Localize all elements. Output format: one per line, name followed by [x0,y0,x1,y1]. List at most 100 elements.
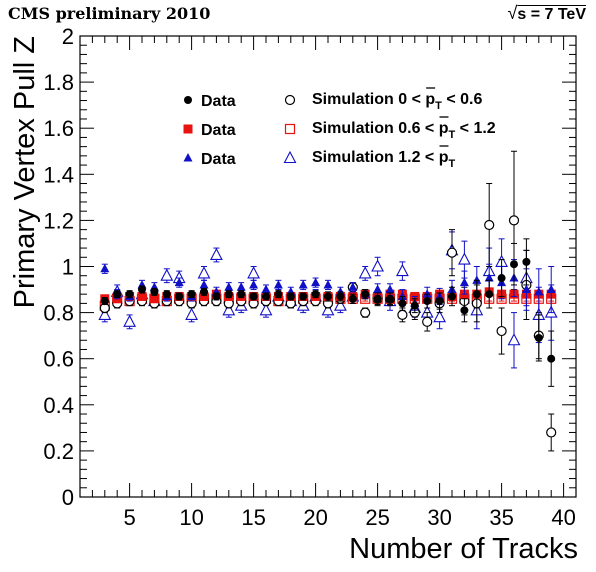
series-0 [100,238,556,387]
data-point [457,252,471,265]
data-point [321,303,335,316]
data-point [522,257,531,266]
data-point [138,285,146,294]
legend-marker-sim [283,150,297,164]
legend-marker-data [184,96,192,104]
sqrt-symbol: √ [507,3,518,23]
x-tick-label: 40 [551,505,575,530]
data-point [521,284,531,294]
x-axis-label: Number of Tracks [349,533,578,565]
data-point [273,279,283,289]
experiment-label: CMS preliminary 2010 [8,4,211,23]
data-point [262,292,270,301]
data-point [497,274,506,283]
data-point [385,284,395,294]
data-point [259,303,273,316]
data-point [261,284,271,294]
data-point [200,287,208,296]
data-point [187,290,196,299]
data-point [534,333,543,342]
y-tick-label: 0.2 [43,439,74,464]
data-point [212,292,221,301]
y-tick-label: 1 [62,255,74,280]
legend-label-sim: Simulation 1.2 < pT [312,149,455,170]
y-tick-label: 0.4 [43,393,74,418]
data-point [422,289,432,298]
data-point [249,292,258,301]
data-point [459,277,469,287]
data-point [299,292,308,301]
data-point [98,307,112,320]
y-tick-label: 0.6 [43,347,74,372]
data-point [510,260,518,269]
data-point [496,325,507,337]
data-point [323,279,333,289]
x-tick-label: 15 [241,505,265,530]
energy-label: √s = 7 TeV [507,3,586,24]
x-tick-label: 35 [489,505,513,530]
legend-marker-sim [284,123,296,135]
data-point [336,292,345,301]
y-tick-label: 1.4 [43,162,74,187]
data-point [222,303,236,316]
data-point [174,277,184,287]
legend-label-data: Data [201,93,236,110]
data-point [472,290,481,299]
x-tick-label: 30 [427,505,451,530]
data-point [361,290,370,299]
data-point [160,268,174,281]
legend-marker-sim [284,94,296,106]
data-point [150,287,159,296]
data-point [237,290,246,299]
data-point [162,290,171,299]
data-point [397,309,408,321]
data-point [484,273,494,282]
x-tick-label: 20 [303,505,327,530]
data-point [472,275,482,284]
y-tick-label: 1.8 [43,70,74,95]
data-point [224,290,233,299]
data-point [175,292,184,301]
y-tick-label: 1.2 [43,208,74,233]
data-point [448,292,456,301]
data-point [100,263,110,273]
data-point [286,292,295,301]
axis-ticks: 00.20.40.60.811.21.41.61.825 10 15 20 25 30 35… [43,24,576,530]
legend-marker-data [183,124,193,134]
data-point [534,286,544,296]
legend: Data Simulation 0 < pT < 0.6 Data Simulatio… [183,87,496,170]
data-point [311,277,321,287]
data-point [185,307,199,320]
x-tick-label: 10 [179,505,203,530]
legend-label-sim: Simulation 0 < pT < 0.6 [312,91,482,112]
data-points [98,150,558,452]
data-point [224,282,234,291]
data-point [398,299,407,308]
x-tick-label: 5 [123,505,135,530]
energy-text: s = 7 TeV [517,6,586,23]
data-point [395,263,409,277]
data-point [348,294,357,303]
data-point [435,297,444,306]
data-point [100,297,109,306]
legend-marker-data [183,153,193,162]
data-point [333,298,347,311]
legend-label-data: Data [201,122,236,139]
data-point [373,284,383,294]
data-point [324,292,332,301]
data-point [360,307,371,318]
data-point [199,279,209,289]
data-point [397,291,407,300]
data-point [371,259,385,272]
y-axis-label: Primary Vertex Pull Z [9,36,41,308]
data-point [422,316,433,327]
data-point [247,266,261,279]
data-point [373,294,382,303]
y-tick-label: 0 [62,485,74,510]
data-point [199,291,209,301]
data-point [123,314,137,327]
data-point [197,266,211,279]
data-point [209,247,223,261]
